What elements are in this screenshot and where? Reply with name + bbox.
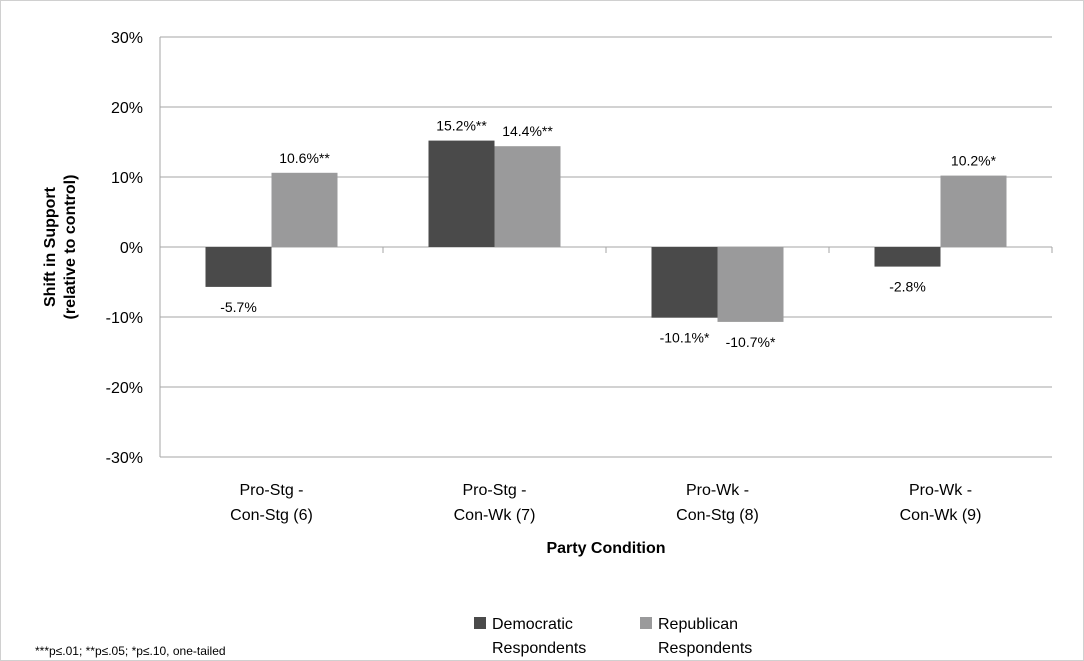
- data-labels: -5.7% 10.6%** 15.2%** 14.4%** -10.1%* -10.7%*…: [220, 118, 996, 350]
- y-tick-label: 10%: [111, 170, 143, 187]
- legend-swatch: [474, 617, 486, 629]
- data-label: 10.2%*: [951, 153, 997, 169]
- bar-democratic: [874, 247, 941, 267]
- data-label: 15.2%**: [436, 118, 487, 134]
- significance-note: ***p≤.01; **p≤.05; *p≤.10, one-tailed: [35, 644, 226, 658]
- y-tick-label: -20%: [106, 380, 143, 397]
- data-label: 10.6%**: [279, 150, 330, 166]
- category-label: Pro-Wk -Con-Stg (8): [676, 482, 759, 524]
- data-label: -10.7%*: [726, 334, 776, 350]
- y-tick-label: -30%: [106, 450, 143, 467]
- data-label: -2.8%: [889, 279, 926, 295]
- legend-label: Republican Respondents: [658, 616, 752, 657]
- data-label: -5.7%: [220, 299, 257, 315]
- category-label: Pro-Stg -Con-Wk (7): [454, 482, 536, 524]
- bar-democratic: [651, 247, 718, 318]
- bar-republican: [940, 175, 1007, 247]
- y-tick-label: 30%: [111, 30, 143, 47]
- bar-republican: [494, 146, 561, 247]
- y-axis-title: Shift in Support (relative to control): [42, 175, 79, 320]
- y-tick-label: 0%: [120, 240, 143, 257]
- y-axis-title-group: Shift in Support (relative to control): [42, 175, 79, 320]
- bar-republican: [717, 247, 784, 322]
- bars: [205, 140, 1007, 322]
- data-label: 14.4%**: [502, 123, 553, 139]
- legend: Democratic Respondents Republican Responden…: [474, 616, 752, 657]
- axis-titles: Party Condition Shift in Support (relative…: [42, 175, 666, 557]
- x-axis-title: Party Condition: [546, 540, 665, 557]
- category-labels: Pro-Stg -Con-Stg (6) Pro-Stg -Con-Wk (7) P…: [230, 482, 981, 524]
- y-tick-label: -10%: [106, 310, 143, 327]
- bar-republican: [271, 172, 338, 247]
- y-tick-label: 20%: [111, 100, 143, 117]
- legend-swatch: [640, 617, 652, 629]
- legend-label: Democratic Respondents: [492, 616, 586, 657]
- category-label: Pro-Wk -Con-Wk (9): [900, 482, 982, 524]
- category-label: Pro-Stg -Con-Stg (6): [230, 482, 313, 524]
- bar-democratic: [428, 140, 495, 247]
- y-tick-labels: 30% 20% 10% 0% -10% -20% -30%: [106, 30, 143, 467]
- bar-democratic: [205, 247, 272, 287]
- data-label: -10.1%*: [660, 330, 710, 346]
